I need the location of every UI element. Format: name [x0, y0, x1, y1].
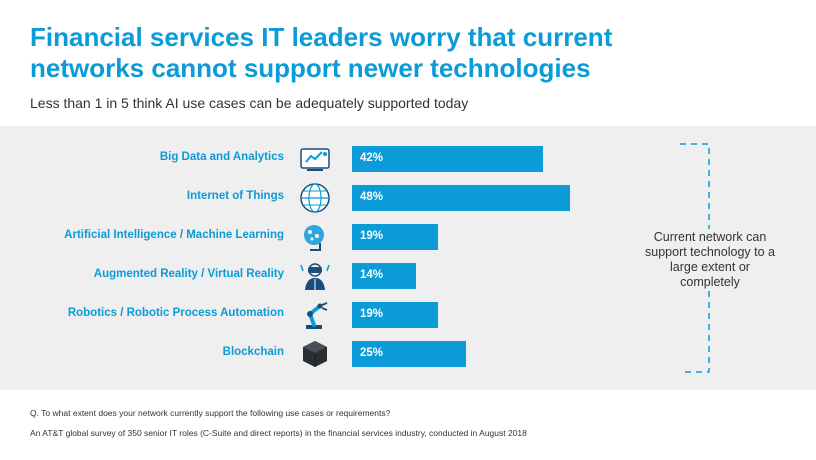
chart-row: Internet of Things 48%	[0, 183, 816, 213]
chart-row: Big Data and Analytics 42%	[0, 146, 816, 172]
bar-value-label: 14%	[360, 269, 384, 281]
robot-arm-icon	[306, 302, 328, 329]
bar: 19%	[352, 302, 439, 328]
chart-row: Augmented Reality / Virtual Reality 14%	[0, 263, 816, 290]
ai-brain-icon	[304, 225, 324, 251]
category-label: Internet of Things	[186, 190, 284, 202]
category-label: Blockchain	[222, 346, 284, 358]
category-label: Robotics / Robotic Process Automation	[67, 307, 284, 319]
bar-value-label: 19%	[360, 308, 384, 320]
subtitle: Less than 1 in 5 think AI use cases can …	[30, 95, 469, 111]
category-label: Artificial Intelligence / Machine Learni…	[64, 229, 284, 241]
chart-row: Blockchain 25%	[0, 341, 816, 367]
analytics-icon	[300, 148, 330, 171]
annotation-text: Current network can support technology t…	[640, 229, 780, 291]
bar: 25%	[352, 341, 466, 367]
page-title: Financial services IT leaders worry that…	[30, 22, 613, 83]
chart-row: Robotics / Robotic Process Automation 19%	[0, 302, 816, 329]
bar: 19%	[352, 224, 439, 250]
bar: 42%	[352, 146, 544, 172]
survey-question: Q. To what extent does your network curr…	[30, 408, 391, 418]
bar-value-label: 19%	[360, 230, 384, 242]
vr-person-icon	[300, 263, 330, 290]
bar-value-label: 42%	[360, 152, 384, 164]
bar: 48%	[352, 185, 571, 211]
bar-value-label: 48%	[360, 191, 384, 203]
bar: 14%	[352, 263, 416, 289]
chart-row: Artificial Intelligence / Machine Learni…	[0, 224, 816, 251]
category-label: Big Data and Analytics	[159, 151, 284, 163]
category-label: Augmented Reality / Virtual Reality	[93, 268, 284, 280]
globe-icon	[300, 183, 330, 213]
survey-source: An AT&T global survey of 350 senior IT r…	[30, 428, 527, 438]
blockchain-cube-icon	[303, 341, 327, 367]
bar-value-label: 25%	[360, 347, 384, 359]
